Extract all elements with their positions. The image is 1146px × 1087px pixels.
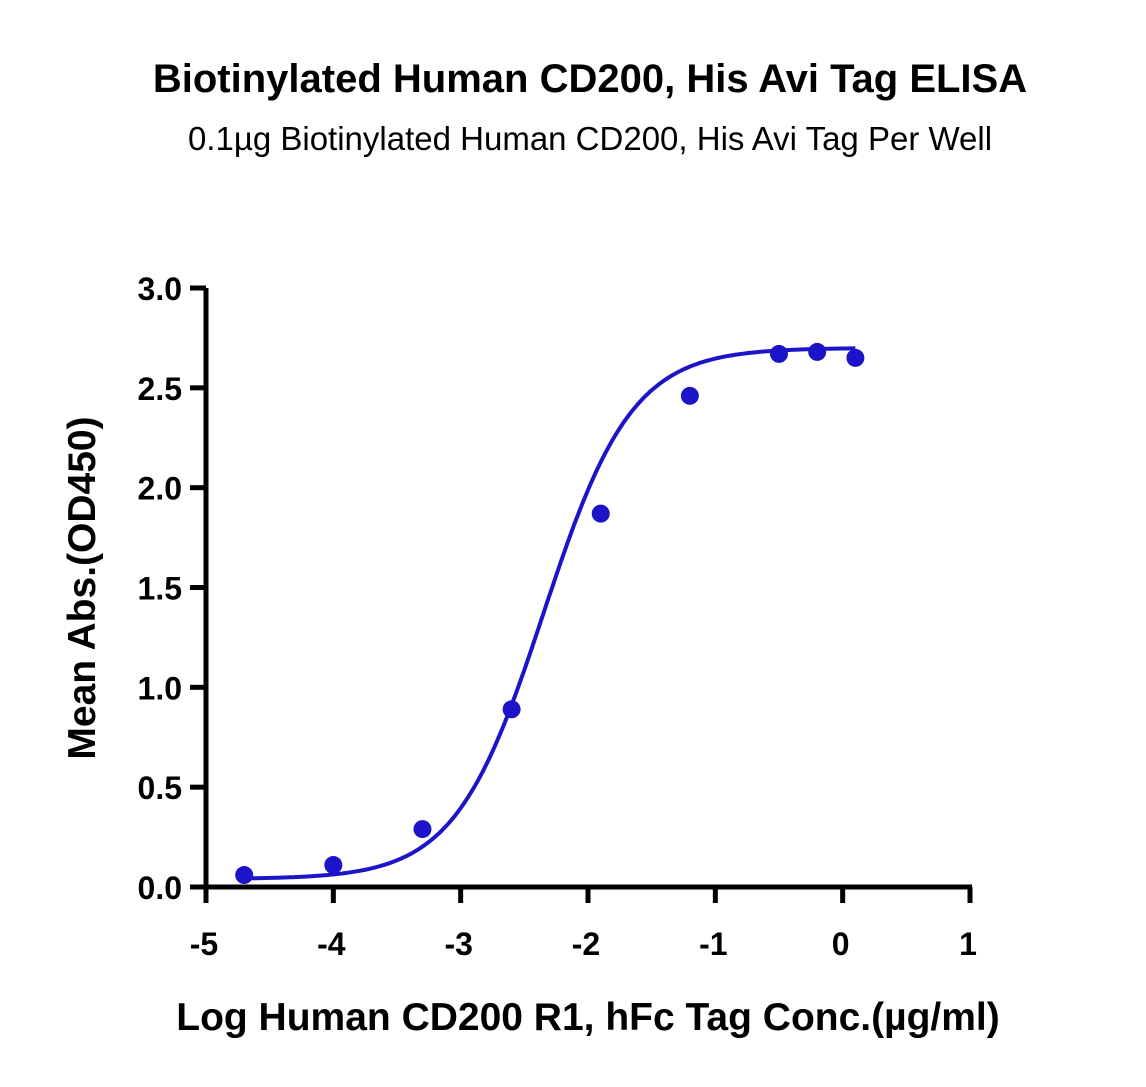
data-point	[413, 820, 432, 839]
data-point	[808, 342, 827, 361]
y-tick-label: 3.0	[138, 271, 182, 307]
data-points-layer	[235, 342, 865, 885]
y-tick-label: 1.5	[138, 571, 182, 607]
x-tick-label: -1	[699, 926, 727, 962]
x-tick-label: -4	[317, 926, 346, 962]
data-point	[770, 344, 788, 363]
x-tick-label: -2	[572, 926, 600, 962]
data-point	[680, 386, 699, 405]
fit-curve	[244, 346, 856, 881]
data-point	[235, 866, 254, 885]
fit-curve-layer	[244, 346, 856, 881]
y-tick-label: 0.5	[138, 770, 182, 806]
chart-title: Biotinylated Human CD200, His Avi Tag EL…	[153, 57, 1027, 101]
y-tick-label: 1.0	[138, 670, 182, 706]
data-point	[591, 504, 610, 523]
x-tick-label: -5	[190, 926, 218, 962]
y-tick-label: 0.0	[138, 870, 182, 906]
x-axis-ticks: -5 -4 -3 -2 -1 0 1	[190, 887, 977, 962]
x-tick-label: -3	[444, 926, 472, 962]
axes	[203, 288, 972, 890]
data-point	[502, 700, 521, 719]
chart-subtitle: 0.1µg Biotinylated Human CD200, His Avi …	[188, 120, 992, 157]
y-axis-ticks: 0.0 0.5 1.0 1.5 2.0 2.5 3.0	[138, 271, 206, 906]
y-tick-label: 2.0	[138, 471, 182, 507]
data-point	[846, 348, 865, 367]
x-tick-label: 0	[832, 926, 850, 962]
y-axis-label: Mean Abs.(OD450)	[61, 416, 104, 759]
y-tick-label: 2.5	[138, 371, 182, 407]
data-point	[324, 856, 343, 875]
x-axis-label: Log Human CD200 R1, hFc Tag Conc.(µg/ml)	[176, 996, 999, 1039]
x-tick-label: 1	[959, 926, 977, 962]
